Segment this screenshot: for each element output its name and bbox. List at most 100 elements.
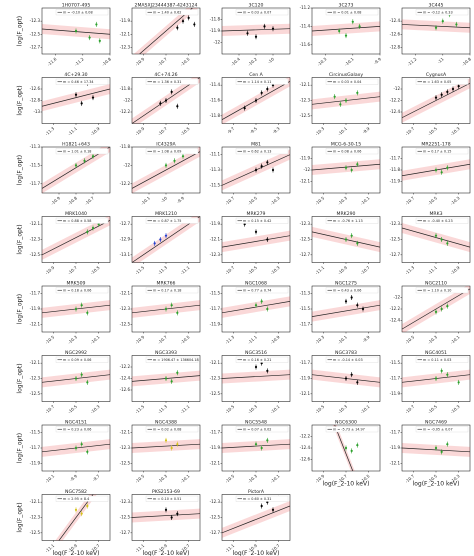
y-tick-label: -11.7 — [30, 181, 41, 186]
data-point — [86, 311, 89, 314]
y-axis-label: log(F_opt) — [17, 16, 24, 46]
panel-title: 4C+74.26 — [154, 72, 177, 78]
x-tick-label: -11 — [436, 56, 445, 64]
data-point — [344, 99, 348, 102]
data-point — [74, 164, 78, 167]
plot-content — [132, 507, 200, 523]
y-tick-label: -12.3 — [120, 306, 131, 311]
data-point — [159, 102, 162, 105]
x-tick-label: -10.9 — [314, 473, 325, 484]
x-tick-label: -11.2 — [406, 56, 417, 67]
x-tick-label: -10.9 — [337, 265, 348, 276]
data-point — [263, 25, 266, 28]
plot-content — [222, 437, 290, 453]
legend-text: m = 0.17 ± 0.18 — [153, 288, 181, 292]
y-tick-label: -11.8 — [210, 113, 221, 118]
x-tick-label: -10.5 — [134, 473, 145, 484]
y-tick-label: -11.5 — [210, 182, 221, 187]
legend-text: m = -0.40 ± 0.23 — [423, 219, 453, 223]
data-point — [344, 238, 348, 241]
y-tick-label: -12.5 — [30, 391, 41, 396]
legend-box — [145, 287, 199, 294]
panel-title: NGC3783 — [335, 350, 357, 356]
data-point — [164, 439, 168, 442]
legend-text: m = 0.17 ± 0.15 — [423, 149, 451, 153]
panel-title: MRK766 — [157, 281, 176, 287]
y-tick-label: -12.3 — [30, 237, 41, 242]
data-point — [266, 161, 269, 164]
legend-text: m = 0.88 ± 0.58 — [63, 219, 91, 223]
panel: -12.5 -12.3 -12.1 -11.1 -10.9 -10.7 NGC7582 m =… — [17, 489, 111, 556]
y-tick-label: -12.1 — [390, 460, 401, 465]
y-tick-label: -11.8 — [210, 17, 221, 22]
plot-content — [332, 425, 359, 471]
x-tick-label: -9.9 — [361, 126, 371, 135]
y-tick-label: -12.3 — [30, 18, 41, 23]
y-tick-label: -12.5 — [300, 113, 311, 118]
panel-title: NGC1068 — [245, 281, 267, 287]
x-tick-label: -9.9 — [373, 56, 383, 65]
y-tick-label: -12.1 — [120, 430, 131, 435]
plot-area — [401, 216, 471, 263]
x-tick-label: -9.3 — [271, 126, 281, 135]
y-axis-label: log(F_opt) — [17, 155, 24, 185]
panel-title: 2MASXJ23444387-4243124 — [135, 3, 198, 9]
data-point — [441, 20, 444, 23]
plot-area — [131, 494, 201, 541]
x-tick-label: -10.1 — [337, 334, 348, 345]
x-tick-label: -10.1 — [449, 334, 460, 345]
data-point — [350, 168, 353, 172]
x-tick-label: -11.5 — [134, 265, 145, 276]
plot-content — [222, 149, 290, 191]
x-tick-label: -10.9 — [247, 543, 258, 554]
fit-line — [132, 151, 200, 189]
data-point — [266, 439, 269, 442]
y-tick-label: -11.7 — [30, 291, 41, 296]
x-tick-label: -10.3 — [449, 126, 460, 137]
data-point — [446, 90, 449, 93]
panel-title: NGC4388 — [155, 420, 177, 426]
data-point — [451, 87, 455, 91]
x-tick-label: -10.9 — [67, 543, 78, 554]
y-tick-label: -12.8 — [30, 98, 41, 103]
fit-line — [312, 26, 380, 32]
data-point — [86, 504, 89, 508]
data-point — [457, 85, 460, 88]
fit-line — [132, 443, 200, 449]
y-tick-label: -13.1 — [120, 252, 131, 257]
y-tick-label: -12.5 — [120, 460, 131, 465]
x-tick-label: -10.5 — [179, 126, 190, 137]
y-tick-label: -12.2 — [120, 109, 131, 114]
y-tick-label: -12.7 — [120, 530, 131, 535]
plot-content — [312, 295, 380, 322]
x-tick-label: -10.7 — [157, 126, 168, 137]
y-tick-label: -11.9 — [210, 321, 221, 326]
x-tick-label: -11.3 — [224, 334, 235, 345]
data-point — [176, 105, 179, 108]
legend-box — [55, 287, 109, 294]
x-tick-label: -10.3 — [269, 195, 280, 206]
data-point — [86, 381, 89, 384]
x-tick-label: -10.9 — [269, 334, 280, 345]
data-point — [344, 446, 348, 450]
x-tick-label: -10 — [267, 56, 276, 64]
y-tick-label: -12.1 — [30, 499, 41, 504]
y-tick-label: -12.4 — [390, 318, 401, 323]
legend-box — [145, 495, 199, 502]
data-point — [260, 446, 263, 450]
panel-title: MRK509 — [67, 281, 86, 287]
plot-content — [402, 368, 470, 388]
data-point — [254, 168, 258, 172]
x-tick-label: -10.5 — [404, 334, 415, 345]
data-point — [356, 444, 359, 447]
x-tick-label: -10.7 — [404, 404, 415, 415]
plot-content — [312, 159, 380, 175]
y-tick-label: -11.9 — [30, 306, 41, 311]
y-tick-label: -11.9 — [390, 445, 401, 450]
y-tick-label: -12.6 — [30, 86, 41, 91]
x-tick-label: -11.1 — [44, 543, 55, 554]
x-tick-label: -10.5 — [427, 195, 438, 206]
